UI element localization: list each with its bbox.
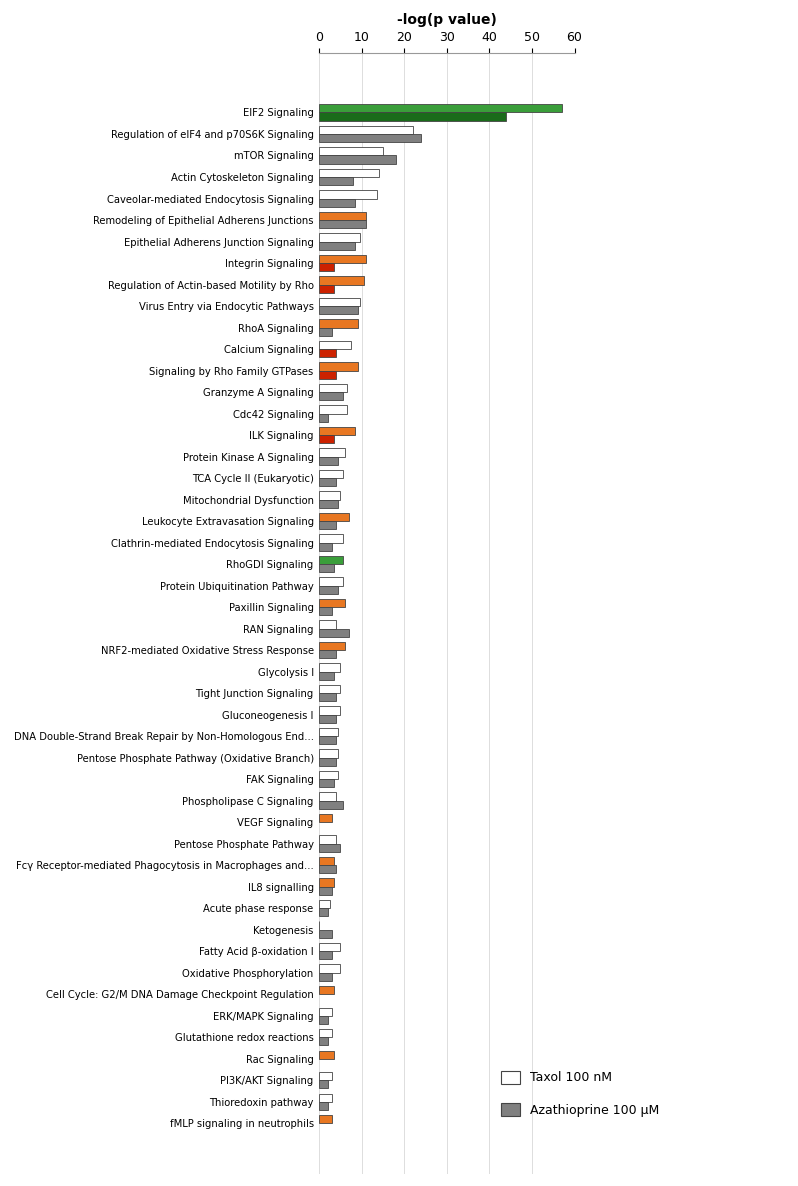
Bar bbox=[319, 306, 358, 314]
Bar bbox=[319, 792, 336, 801]
Bar bbox=[319, 104, 562, 113]
Bar bbox=[319, 887, 332, 894]
Bar bbox=[319, 1038, 328, 1045]
Bar bbox=[319, 908, 328, 917]
Bar bbox=[319, 693, 336, 701]
Bar bbox=[319, 1051, 334, 1059]
Bar bbox=[319, 242, 355, 250]
Bar bbox=[319, 512, 349, 521]
Bar bbox=[319, 319, 358, 327]
Bar bbox=[319, 879, 334, 887]
Bar bbox=[319, 393, 342, 400]
Bar bbox=[319, 168, 379, 177]
Bar bbox=[319, 1080, 328, 1089]
Legend: Taxol 100 nM, Azathioprine 100 μM: Taxol 100 nM, Azathioprine 100 μM bbox=[495, 1065, 666, 1123]
Bar bbox=[319, 198, 355, 206]
Bar bbox=[319, 900, 330, 908]
Bar bbox=[319, 177, 354, 185]
Bar bbox=[319, 607, 332, 616]
Bar bbox=[319, 255, 366, 263]
Bar bbox=[319, 298, 360, 306]
Bar bbox=[319, 521, 336, 529]
Bar bbox=[319, 728, 338, 737]
Bar bbox=[319, 190, 377, 198]
Bar bbox=[319, 491, 341, 499]
Bar bbox=[319, 414, 328, 422]
Bar bbox=[319, 499, 338, 508]
Bar bbox=[319, 1102, 328, 1110]
Bar bbox=[319, 147, 383, 155]
Bar bbox=[319, 650, 336, 658]
Bar bbox=[319, 599, 345, 607]
Bar bbox=[319, 1093, 332, 1102]
Bar bbox=[319, 134, 421, 142]
Bar bbox=[319, 565, 334, 573]
Bar bbox=[319, 663, 341, 671]
Bar bbox=[319, 370, 336, 378]
Bar bbox=[319, 263, 334, 272]
Bar bbox=[319, 865, 336, 873]
Bar bbox=[319, 470, 342, 478]
Bar bbox=[319, 113, 507, 121]
Bar bbox=[319, 951, 332, 959]
Bar bbox=[319, 212, 366, 221]
Bar bbox=[319, 758, 336, 766]
Bar bbox=[319, 671, 334, 680]
Bar bbox=[319, 556, 342, 565]
Bar bbox=[319, 1015, 328, 1024]
Bar bbox=[319, 779, 334, 788]
Bar bbox=[319, 234, 360, 242]
Bar bbox=[319, 542, 332, 550]
Bar bbox=[319, 276, 364, 285]
Bar bbox=[319, 535, 342, 542]
Bar bbox=[319, 363, 358, 370]
Bar bbox=[319, 435, 334, 444]
Bar bbox=[319, 1072, 332, 1080]
Bar bbox=[319, 126, 413, 134]
Bar bbox=[319, 586, 338, 594]
Bar bbox=[319, 973, 332, 981]
Bar bbox=[319, 155, 396, 164]
Bar bbox=[319, 384, 347, 393]
Bar bbox=[319, 814, 332, 822]
Bar bbox=[319, 686, 341, 693]
Bar bbox=[319, 448, 345, 457]
Bar bbox=[319, 1007, 332, 1015]
Bar bbox=[319, 406, 347, 414]
Bar bbox=[319, 221, 366, 228]
Bar bbox=[319, 620, 336, 629]
Bar bbox=[319, 801, 342, 809]
Bar bbox=[319, 964, 341, 973]
Bar bbox=[319, 478, 336, 486]
Bar bbox=[319, 857, 334, 865]
Bar bbox=[319, 707, 341, 715]
Bar bbox=[319, 285, 334, 293]
Bar bbox=[319, 457, 338, 465]
Bar bbox=[319, 349, 336, 357]
Bar bbox=[319, 427, 355, 435]
X-axis label: -log(p value): -log(p value) bbox=[397, 13, 497, 27]
Bar bbox=[319, 1029, 332, 1038]
Bar bbox=[319, 771, 338, 779]
Bar bbox=[319, 835, 336, 843]
Bar bbox=[319, 340, 351, 349]
Bar bbox=[319, 578, 342, 586]
Bar bbox=[319, 629, 349, 637]
Bar bbox=[319, 737, 336, 745]
Bar bbox=[319, 327, 332, 336]
Bar bbox=[319, 943, 341, 951]
Bar bbox=[319, 715, 336, 722]
Bar bbox=[319, 750, 338, 758]
Bar bbox=[319, 642, 345, 650]
Bar bbox=[319, 986, 334, 994]
Bar bbox=[319, 930, 332, 938]
Bar bbox=[319, 1115, 332, 1123]
Bar bbox=[319, 843, 341, 852]
